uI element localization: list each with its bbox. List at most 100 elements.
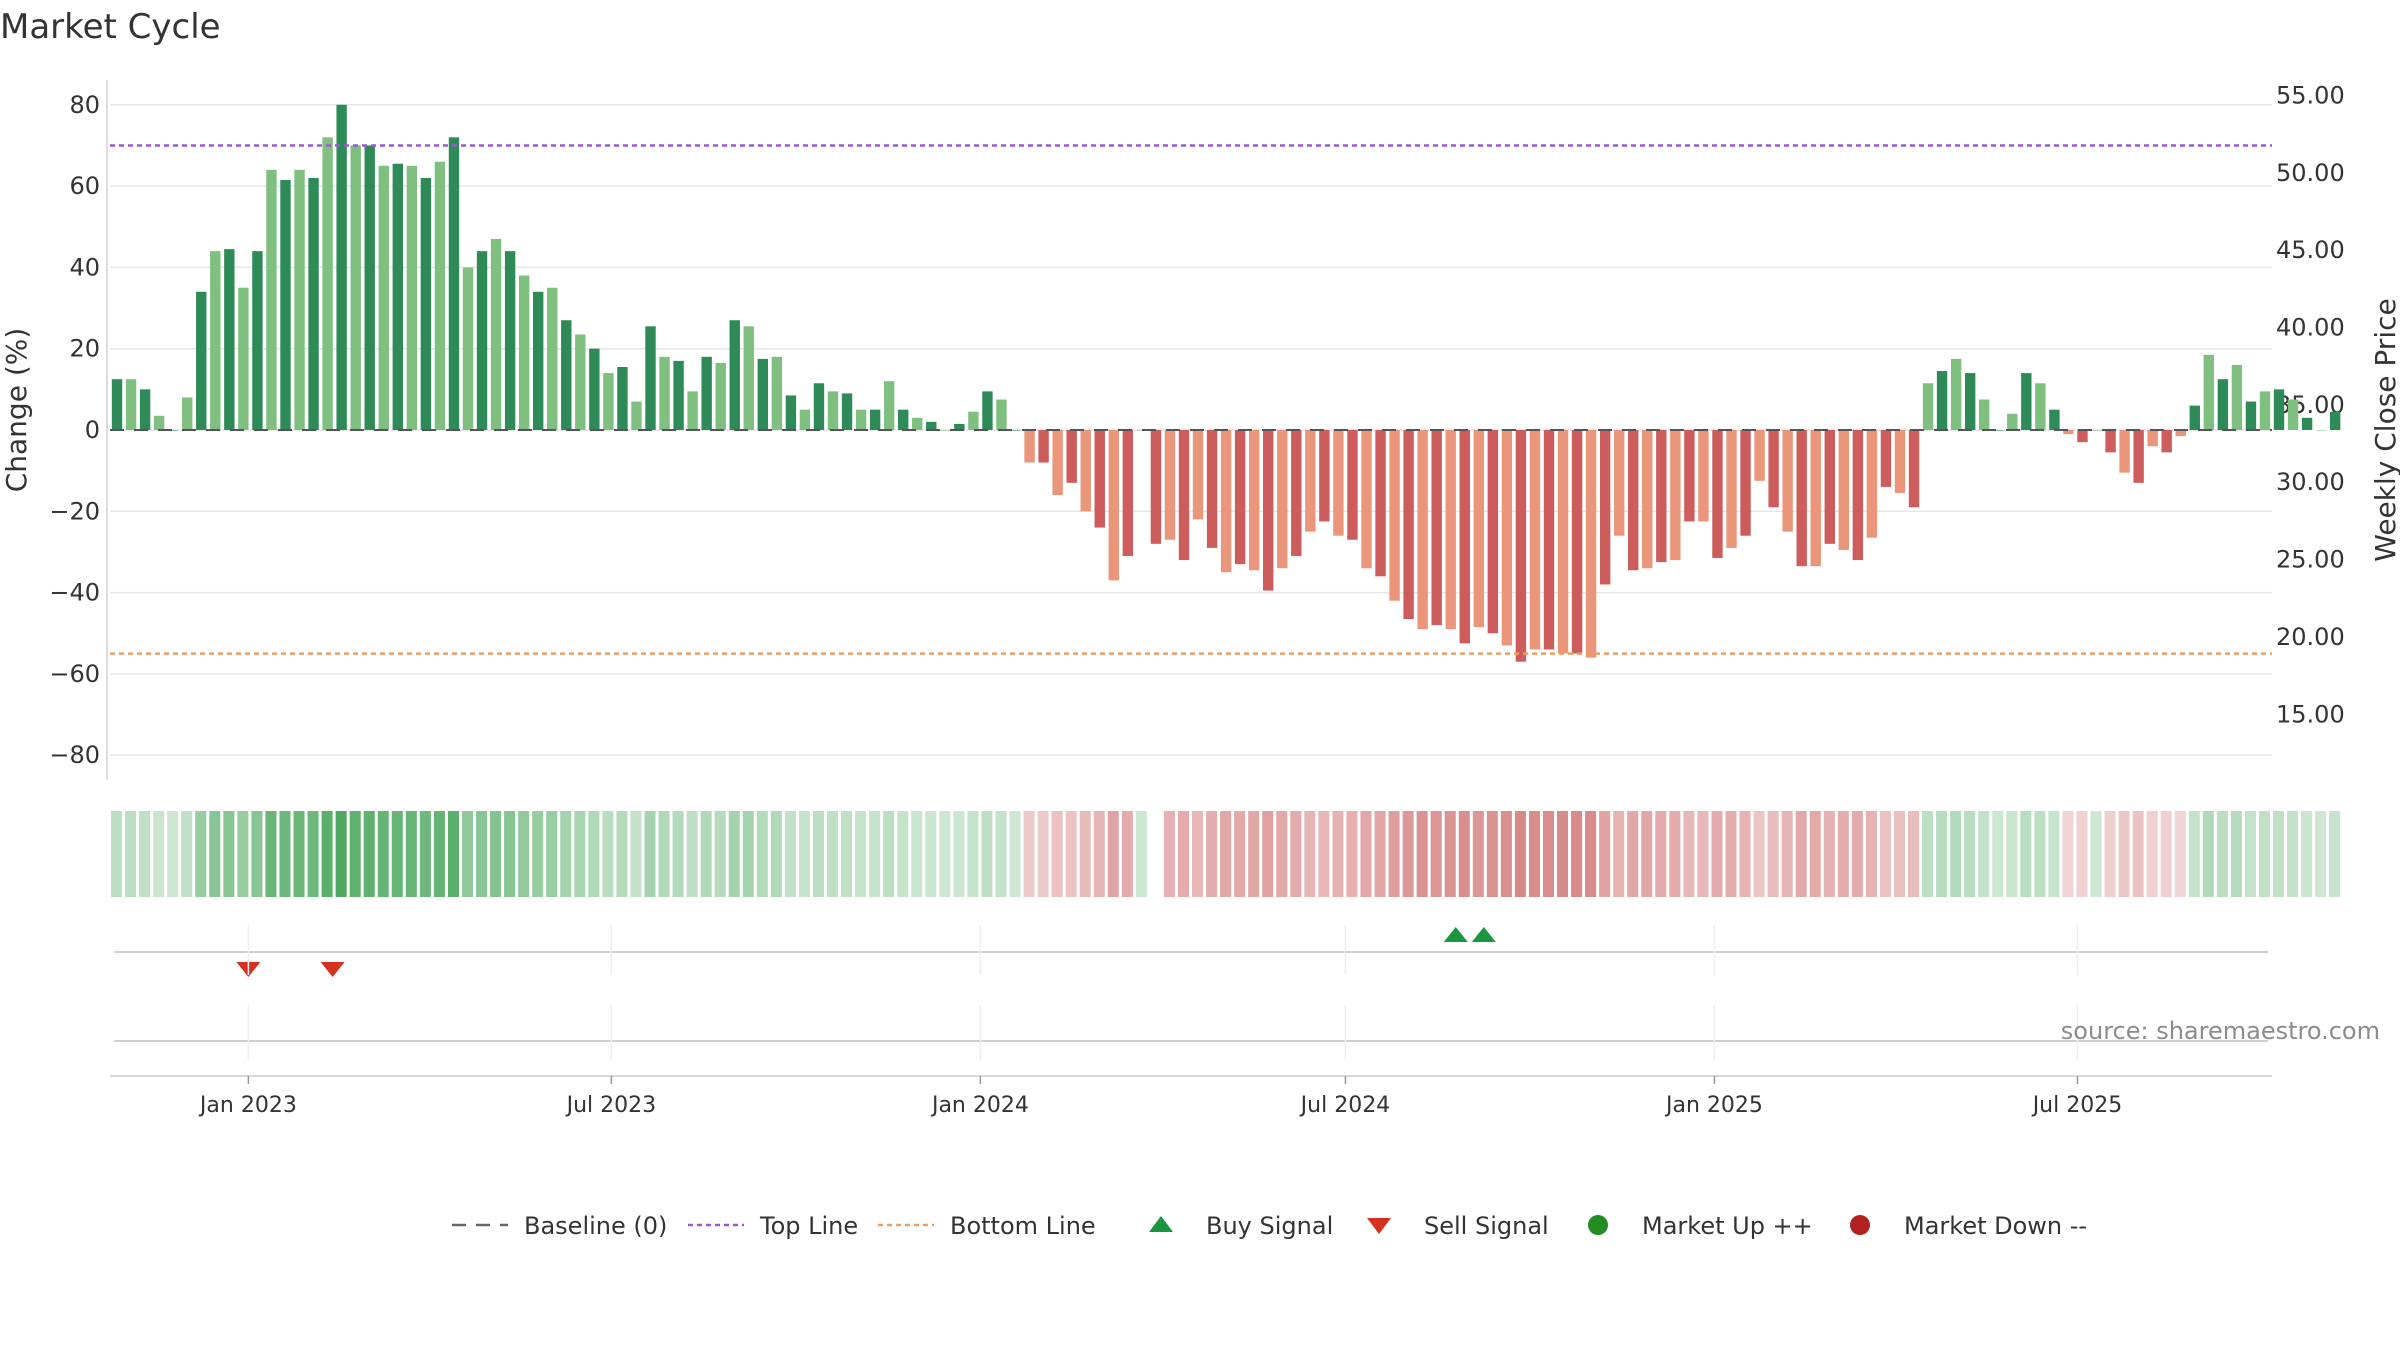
heat-cell (1557, 811, 1569, 897)
heat-cell (686, 811, 698, 897)
heat-cell (181, 811, 193, 897)
sell-signal-marker (320, 962, 345, 977)
heat-cell (1936, 811, 1948, 897)
bar (1066, 430, 1077, 483)
heat-cell (1753, 811, 1765, 897)
heat-cell (714, 811, 726, 897)
heat-cell (1964, 811, 1976, 897)
bar (1248, 430, 1260, 571)
bar (1712, 430, 1723, 559)
bar (1950, 358, 1962, 430)
bar (210, 251, 221, 430)
heat-cell (111, 811, 123, 897)
bar (715, 362, 726, 430)
heat-cell (1009, 811, 1021, 897)
bar (125, 379, 137, 430)
heat-cell (1893, 811, 1905, 897)
bar (645, 326, 656, 430)
heat-cell (1248, 811, 1260, 897)
heat-cell (1851, 811, 1863, 897)
heat-cell (1879, 811, 1891, 897)
bar (2203, 354, 2215, 430)
heat-cell (756, 811, 768, 897)
bar (926, 421, 937, 430)
bar (182, 397, 193, 430)
heat-cell (2329, 811, 2341, 897)
bar (1642, 430, 1653, 569)
y2-axis-label: Weekly Close Price (2369, 298, 2400, 561)
heat-cell (1865, 811, 1877, 897)
heat-cell (518, 811, 530, 897)
heat-cell (1444, 811, 1456, 897)
bar (1150, 430, 1162, 544)
heat-cell (883, 811, 895, 897)
bar (617, 366, 628, 430)
heat-cell (2076, 811, 2088, 897)
bar (2133, 430, 2144, 483)
heat-cell (728, 811, 740, 897)
bar (1459, 430, 1470, 644)
bar (434, 161, 446, 430)
bar (1277, 430, 1288, 569)
bar (743, 326, 754, 430)
heat-cell (1711, 811, 1723, 897)
heat-cell (1528, 811, 1540, 897)
heat-cell (560, 811, 572, 897)
bar (1726, 430, 1737, 548)
bar (2021, 373, 2032, 430)
bar (1136, 430, 1148, 431)
bar (2273, 389, 2285, 430)
bar (139, 389, 151, 430)
bar (238, 287, 249, 430)
heat-cell (335, 811, 347, 897)
x-tick-label: Jul 2024 (1299, 1093, 1391, 1118)
y-tick-label: 20 (69, 335, 100, 363)
bar (1473, 430, 1484, 628)
heat-cell (476, 811, 488, 897)
heat-cell (1655, 811, 1667, 897)
heat-cell (504, 811, 516, 897)
heat-cell (1079, 811, 1091, 897)
heat-cell (1220, 811, 1232, 897)
y-tick-label: 40 (69, 253, 100, 281)
bar (2287, 399, 2299, 430)
heat-cell (1837, 811, 1849, 897)
heat-cell (1922, 811, 1934, 897)
heat-cell (588, 811, 600, 897)
heat-cell (1416, 811, 1428, 897)
bar (1936, 371, 1948, 430)
heat-cell (237, 811, 249, 897)
bar (1529, 430, 1541, 650)
bar (2259, 391, 2271, 430)
bar (406, 165, 418, 430)
heat-cell (981, 811, 993, 897)
heat-cell (1402, 811, 1414, 897)
heat-cell (869, 811, 881, 897)
bar (954, 423, 965, 430)
y2-tick-label: 50.00 (2276, 159, 2345, 187)
bar (1010, 430, 1021, 431)
heat-cell (1823, 811, 1835, 897)
heat-cell (1121, 811, 1133, 897)
heat-cell (1135, 811, 1147, 897)
heat-cell (1037, 811, 1049, 897)
heat-cell (2034, 811, 2046, 897)
bar (2329, 411, 2341, 430)
bar (1417, 430, 1428, 630)
heat-cell (1051, 811, 1063, 897)
bar (532, 291, 544, 430)
bar (1824, 430, 1835, 544)
bar (785, 395, 797, 430)
bar (1768, 430, 1779, 508)
bar (1178, 430, 1190, 561)
heat-cell (1262, 811, 1274, 897)
heat-cell (461, 811, 474, 897)
heat-cell (1192, 811, 1204, 897)
y2-tick-label: 40.00 (2276, 314, 2345, 342)
heat-cell (855, 811, 867, 897)
x-tick-label: Jan 2024 (930, 1093, 1029, 1118)
bar (2315, 430, 2327, 431)
y2-tick-label: 45.00 (2276, 236, 2345, 264)
heat-cell (1781, 811, 1793, 897)
legend-label: Bottom Line (950, 1212, 1096, 1240)
